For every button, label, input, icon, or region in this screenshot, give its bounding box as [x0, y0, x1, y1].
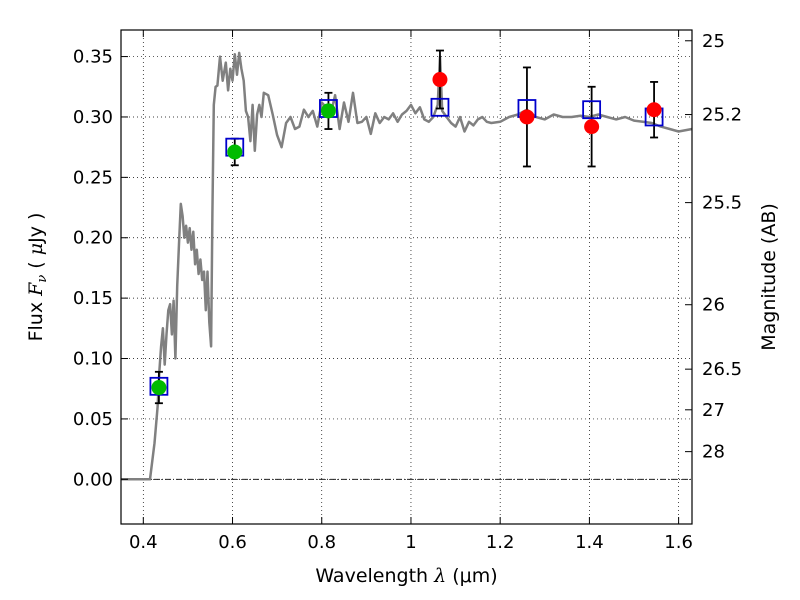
- x-tick-label: 1.2: [486, 532, 515, 553]
- x-axis-label: Wavelength λ (μm): [315, 565, 497, 587]
- observed-point-red: [519, 109, 535, 125]
- model-spectrum-line: [121, 51, 693, 481]
- model-photometry-square: [430, 97, 450, 117]
- y-tick-label: 0.20: [73, 228, 113, 249]
- observed-point-red: [646, 102, 662, 118]
- y-tick-label: 0.05: [73, 409, 113, 430]
- x-tick-label: 0.4: [129, 532, 158, 553]
- y-tick-label: 0.25: [73, 167, 113, 188]
- x-axis-label-unit: (μm): [446, 565, 497, 587]
- y2-tick-label: 26.5: [702, 359, 742, 380]
- model-photometry-layer: [149, 97, 664, 396]
- observed-point-red: [584, 119, 600, 135]
- y2-tick-label: 25.5: [702, 193, 742, 214]
- model-photometry-square: [582, 100, 602, 120]
- y-tick-label: 0.15: [73, 288, 113, 309]
- y-axis-label-paren: (: [25, 255, 47, 275]
- y2-tick-label: 27: [702, 400, 725, 421]
- y2-tick-label: 25: [702, 31, 725, 52]
- model-layer: [121, 51, 693, 481]
- y2-axis-label: Magnitude (AB): [758, 203, 780, 351]
- x-axis-label-text: Wavelength: [315, 565, 434, 587]
- ticks: 0.4 0.6 0.8 1 1.2 1.4 1.6 0.00 0.05 0.10 0.15 0.20 0…: [73, 30, 742, 553]
- observed-point-green: [320, 103, 336, 119]
- x-tick-label: 1.4: [575, 532, 604, 553]
- y-tick-label: 0.30: [73, 107, 113, 128]
- y-axis-label-text: Flux: [25, 296, 47, 342]
- y-tick-label: 0.00: [73, 469, 113, 490]
- x-tick-label: 1: [405, 532, 416, 553]
- observed-point-green: [227, 144, 243, 160]
- y-axis-label-subscript: ν: [35, 275, 50, 283]
- x-axis-label-symbol: λ: [433, 565, 446, 587]
- y-tick-label: 0.35: [73, 47, 113, 68]
- y-axis-label-symbol: F: [25, 282, 47, 297]
- y2-tick-label: 28: [702, 442, 725, 463]
- y2-tick-label: 26: [702, 295, 725, 316]
- plot-frame: [120, 29, 693, 525]
- y-axis-label: Flux Fν ( μJy ): [25, 213, 50, 342]
- y-tick-label: 0.10: [73, 349, 113, 370]
- y-axis-label-mu: μ: [25, 243, 47, 255]
- observed-point-red: [432, 72, 448, 88]
- x-tick-label: 0.6: [218, 532, 247, 553]
- y-axis-label-unit: Jy ): [25, 213, 47, 244]
- y2-tick-label: 25.2: [702, 105, 742, 126]
- x-tick-label: 0.8: [307, 532, 336, 553]
- x-tick-label: 1.6: [664, 532, 693, 553]
- observed-point-green: [151, 380, 167, 396]
- observed-points-layer: [151, 72, 662, 396]
